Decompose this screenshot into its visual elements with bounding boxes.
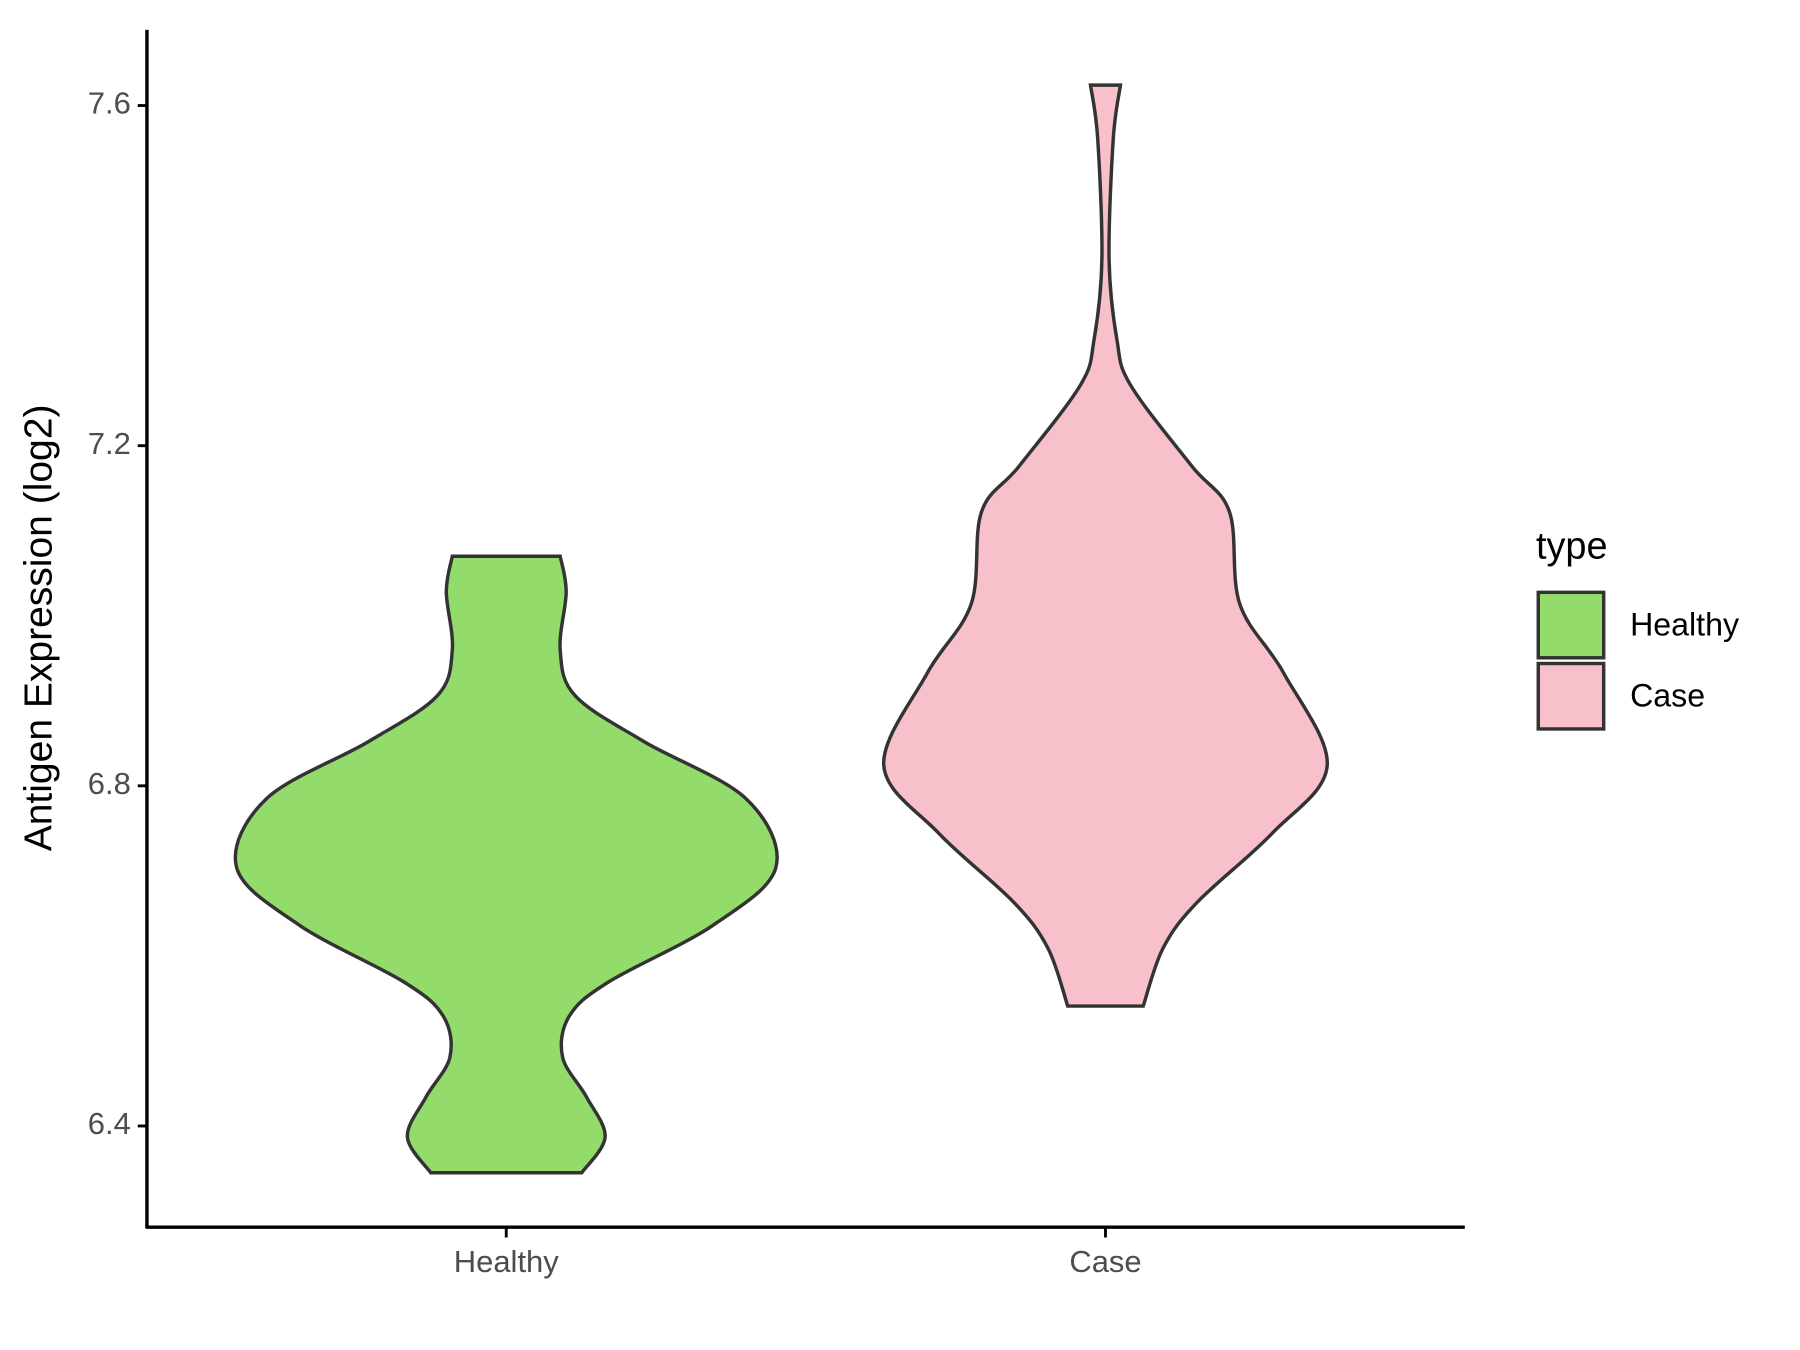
- violin: [233, 554, 779, 1175]
- y-axis-title: Antigen Expression (log2): [18, 405, 61, 852]
- legend-key: [1536, 661, 1606, 731]
- y-tick-label: 6.8: [88, 766, 131, 801]
- violin: [882, 83, 1329, 1008]
- legend-title: type: [1536, 526, 1608, 568]
- legend-label: Case: [1630, 677, 1705, 713]
- y-tick-label: 6.4: [88, 1106, 131, 1141]
- x-tick-label: Case: [1069, 1244, 1141, 1279]
- legend-label: Healthy: [1630, 606, 1739, 642]
- legend-key: [1536, 590, 1606, 660]
- x-tick-label: Healthy: [454, 1244, 560, 1279]
- y-tick-label: 7.6: [88, 86, 131, 121]
- y-tick-label: 7.2: [88, 426, 131, 461]
